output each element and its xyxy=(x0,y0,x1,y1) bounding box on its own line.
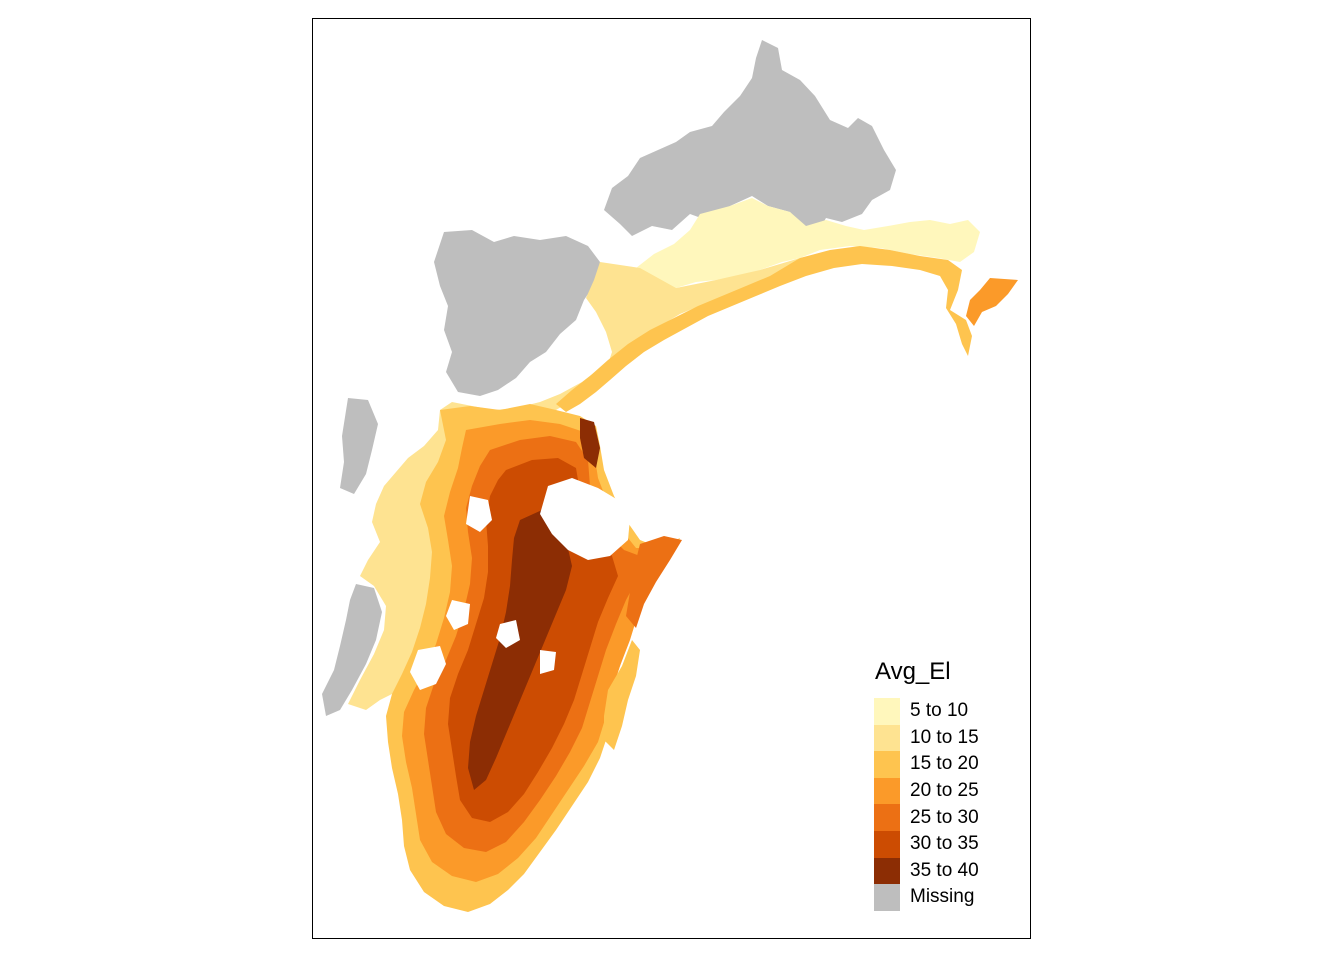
map-legend: Avg_El 5 to 10 10 to 15 15 to 20 20 to 25 25… xyxy=(874,658,1024,911)
legend-item: 10 to 15 xyxy=(874,724,1024,752)
legend-item: 25 to 30 xyxy=(874,804,1024,831)
legend-label: 10 to 15 xyxy=(910,726,979,748)
legend-swatch xyxy=(874,857,900,885)
region-class-15-20-east-coast xyxy=(604,640,640,750)
water-gap-harbour xyxy=(540,478,630,560)
region-missing-west xyxy=(434,230,600,396)
legend-label: 35 to 40 xyxy=(910,859,979,881)
region-class-20-25-peninsula xyxy=(966,278,1018,326)
no-data-gaps xyxy=(410,478,630,690)
legend-item: 35 to 40 xyxy=(874,857,1024,885)
legend-title: Avg_El xyxy=(875,658,951,685)
legend-swatch xyxy=(874,884,900,911)
legend-label: 15 to 20 xyxy=(910,753,979,775)
legend-swatch xyxy=(874,830,900,858)
water-gap-south-2 xyxy=(446,600,470,630)
legend-swatch xyxy=(874,804,900,831)
legend-item: 15 to 20 xyxy=(874,751,1024,778)
legend-swatch xyxy=(874,724,900,752)
water-gap-south-3 xyxy=(496,620,520,648)
legend-label: 5 to 10 xyxy=(910,700,969,722)
region-missing-north xyxy=(604,40,896,236)
legend-item: 30 to 35 xyxy=(874,830,1024,858)
legend-item: 20 to 25 xyxy=(874,777,1024,805)
legend-items: 5 to 10 10 to 15 15 to 20 20 to 25 25 to 30 3… xyxy=(874,698,1024,911)
legend-swatch xyxy=(874,751,900,778)
legend-item: 5 to 10 xyxy=(874,698,1024,725)
legend-label: 20 to 25 xyxy=(910,780,979,802)
water-gap-south-1 xyxy=(410,646,446,690)
missing-regions xyxy=(322,40,896,716)
legend-swatch xyxy=(874,698,900,725)
water-gap-west xyxy=(466,496,492,532)
region-class-25-30-east xyxy=(626,536,682,628)
water-gap-south-4 xyxy=(540,650,556,674)
legend-item: Missing xyxy=(874,884,1024,911)
legend-label: 25 to 30 xyxy=(910,806,979,828)
region-class-15-20-northcoast xyxy=(556,246,972,412)
legend-swatch xyxy=(874,777,900,805)
legend-label: Missing xyxy=(910,886,975,908)
region-class-5-10 xyxy=(636,198,980,290)
region-missing-southwest-strip xyxy=(340,398,378,494)
region-class-35-40 xyxy=(468,510,572,790)
region-class-35-40-north xyxy=(580,418,600,468)
region-missing-coast-sw xyxy=(322,584,382,716)
legend-label: 30 to 35 xyxy=(910,833,979,855)
